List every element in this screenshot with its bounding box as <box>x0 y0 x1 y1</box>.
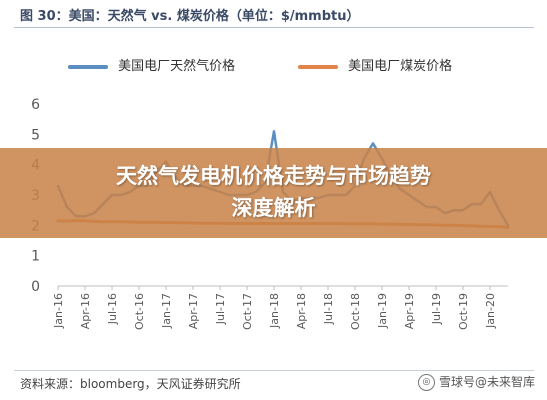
legend-label-gas: 美国电厂天然气价格 <box>118 59 236 74</box>
data-point-gas <box>372 142 374 145</box>
x-tick-label: Apr-17 <box>187 293 200 329</box>
legend-swatch-coal <box>298 64 338 69</box>
banner-title-line1: 天然气发电机价格走势与市场趋势 <box>116 164 431 188</box>
y-tick-label: 1 <box>31 249 40 265</box>
banner-title: 天然气发电机价格走势与市场趋势 深度解析 <box>0 160 547 224</box>
x-tick-label: Jan-16 <box>52 293 65 329</box>
x-tick-label: Jan-20 <box>484 293 497 329</box>
legend-label-coal: 美国电厂煤炭价格 <box>348 59 453 74</box>
chart-title: 图 30：美国：天然气 vs. 煤炭价格（单位：$/mmbtu） <box>20 9 360 24</box>
x-tick-label: Apr-18 <box>295 293 308 329</box>
x-tick-label: Jul-17 <box>214 293 227 325</box>
x-tick-label: Jul-18 <box>322 293 335 325</box>
x-tick-label: Apr-19 <box>403 293 416 329</box>
x-tick-label: Jul-16 <box>106 293 119 325</box>
x-tick-label: Oct-17 <box>241 293 254 330</box>
snowball-logo-icon: ◎ <box>417 374 435 391</box>
title-divider <box>14 27 534 28</box>
y-tick-label: 6 <box>31 97 40 113</box>
legend-item-coal: 美国电厂煤炭价格 <box>298 55 452 74</box>
watermark: ◎ 雪球号@未来智库 <box>417 373 535 391</box>
x-tick-label: Jan-19 <box>376 293 389 329</box>
data-point-gas <box>273 130 275 133</box>
watermark-text: 雪球号@未来智库 <box>438 375 535 389</box>
legend-swatch-gas <box>68 64 108 69</box>
footer-divider <box>14 370 534 371</box>
x-tick-label: Jul-19 <box>430 293 443 325</box>
x-tick-label: Oct-18 <box>349 293 362 330</box>
x-tick-label: Jan-17 <box>160 293 173 329</box>
x-tick-label: Oct-19 <box>457 293 470 330</box>
x-tick-label: Oct-16 <box>133 293 146 330</box>
y-tick-label: 5 <box>31 127 40 143</box>
legend-item-gas: 美国电厂天然气价格 <box>68 55 235 74</box>
y-tick-label: 0 <box>31 279 40 295</box>
banner-title-line2: 深度解析 <box>231 196 316 220</box>
x-tick-label: Jan-18 <box>268 293 281 329</box>
banner-overlay <box>0 148 547 238</box>
x-tick-label: Apr-16 <box>79 293 92 329</box>
source-note: 资料来源：bloomberg，天风证券研究所 <box>20 377 241 391</box>
